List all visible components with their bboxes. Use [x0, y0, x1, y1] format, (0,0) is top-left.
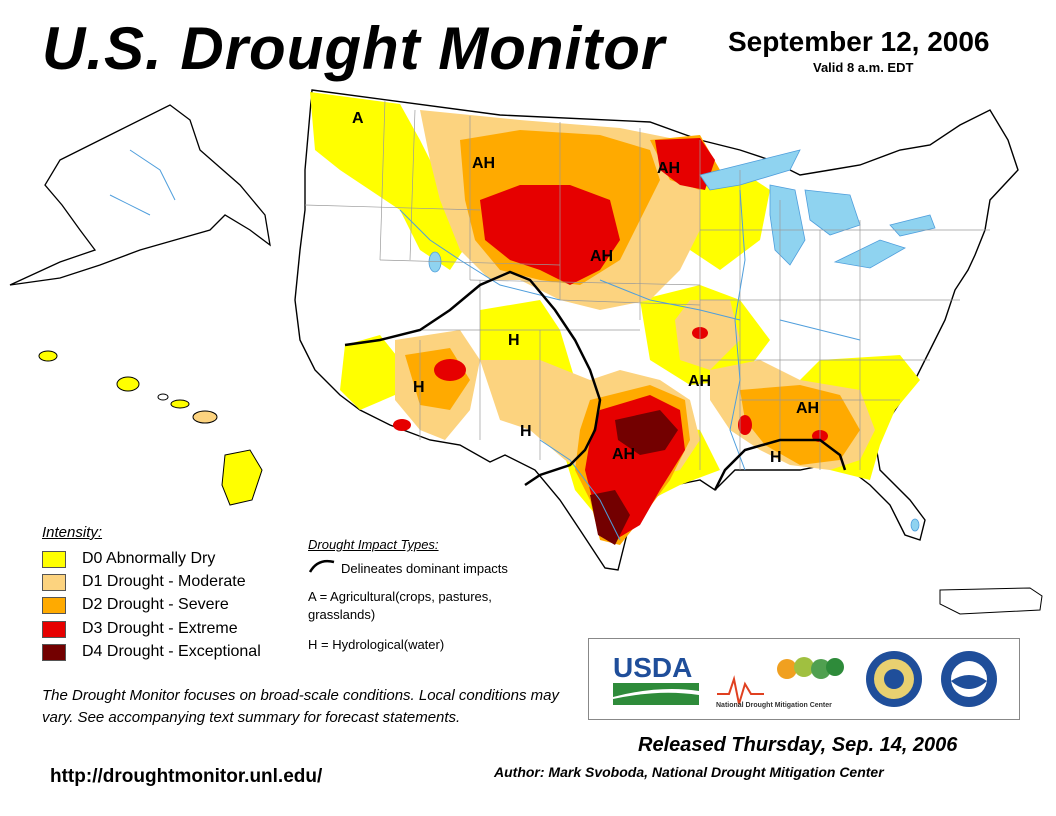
svg-text:USDA: USDA [613, 652, 692, 683]
legend-label: D2 Drought - Severe [82, 596, 229, 613]
legend-swatch [42, 643, 66, 661]
impact-label: H [520, 423, 532, 440]
author-credit: Author: Mark Svoboda, National Drought M… [494, 764, 884, 780]
impact-label: AH [657, 160, 680, 177]
drought-map: A AH AH AH H H H AH AH AH H [9, 89, 1043, 615]
noaa-logo [941, 651, 997, 707]
disclaimer-text: The Drought Monitor focuses on broad-sca… [42, 687, 559, 726]
commerce-seal [866, 651, 922, 707]
impact-label: H [413, 379, 425, 396]
impact-label: H [770, 449, 782, 466]
impact-label: AH [688, 373, 711, 390]
legend-item-d4: D4 Drought - Exceptional [42, 642, 261, 662]
impact-types-title: Drought Impact Types: [308, 537, 439, 552]
legend-label: D4 Drought - Exceptional [82, 643, 261, 660]
rivers [399, 189, 861, 541]
legend-label: D3 Drought - Extreme [82, 620, 238, 637]
ndmc-logo: National Drought Mitigation Center [716, 657, 844, 709]
usda-logo: USDA [613, 652, 699, 705]
impact-label: H [508, 332, 520, 349]
legend-title: Intensity: [42, 524, 103, 541]
impact-label: AH [796, 400, 819, 417]
website-link[interactable]: http://droughtmonitor.unl.edu/ [50, 766, 323, 787]
drought-d4-areas [590, 410, 678, 545]
great-lakes [428, 149, 936, 532]
valid-time: Valid 8 a.m. EDT [813, 60, 914, 75]
svg-text:National Drought Mitigation Ce: National Drought Mitigation Center [716, 702, 832, 709]
impact-delineates: Delineates dominant impacts [341, 561, 508, 576]
page-title: U.S. Drought Monitor [42, 15, 666, 82]
legend-swatch [42, 596, 66, 614]
legend-label: D0 Abnormally Dry [82, 550, 216, 567]
legend-swatch [42, 573, 66, 591]
legend-swatch [42, 620, 66, 638]
legend-item-d1: D1 Drought - Moderate [42, 572, 246, 592]
impact-hydrological: H = Hydrological(water) [308, 637, 445, 652]
agency-logos: USDA National Drought Mitigation Center [588, 638, 1020, 720]
legend-item-d2: D2 Drought - Severe [42, 595, 229, 615]
alaska-outline [9, 104, 271, 286]
impact-lines [344, 270, 847, 491]
impact-label: A [352, 110, 364, 127]
logos-svg: USDA National Drought Mitigation Center [613, 651, 997, 709]
impact-label: AH [472, 155, 495, 172]
legend-swatch [42, 550, 66, 568]
map-date: September 12, 2006 [728, 26, 990, 57]
impact-label: AH [612, 446, 635, 463]
impact-agricultural: A = Agricultural(crops, pastures, grassl… [308, 589, 492, 622]
legend-item-d3: D3 Drought - Extreme [42, 619, 238, 639]
impact-label: AH [590, 248, 613, 265]
impact-line-sample [308, 559, 335, 573]
legend-item-d0: D0 Abnormally Dry [42, 549, 215, 569]
puerto-rico-outline [939, 587, 1043, 615]
release-date: Released Thursday, Sep. 14, 2006 [638, 734, 958, 756]
hawaii-islands [38, 350, 263, 506]
legend-label: D1 Drought - Moderate [82, 573, 246, 590]
